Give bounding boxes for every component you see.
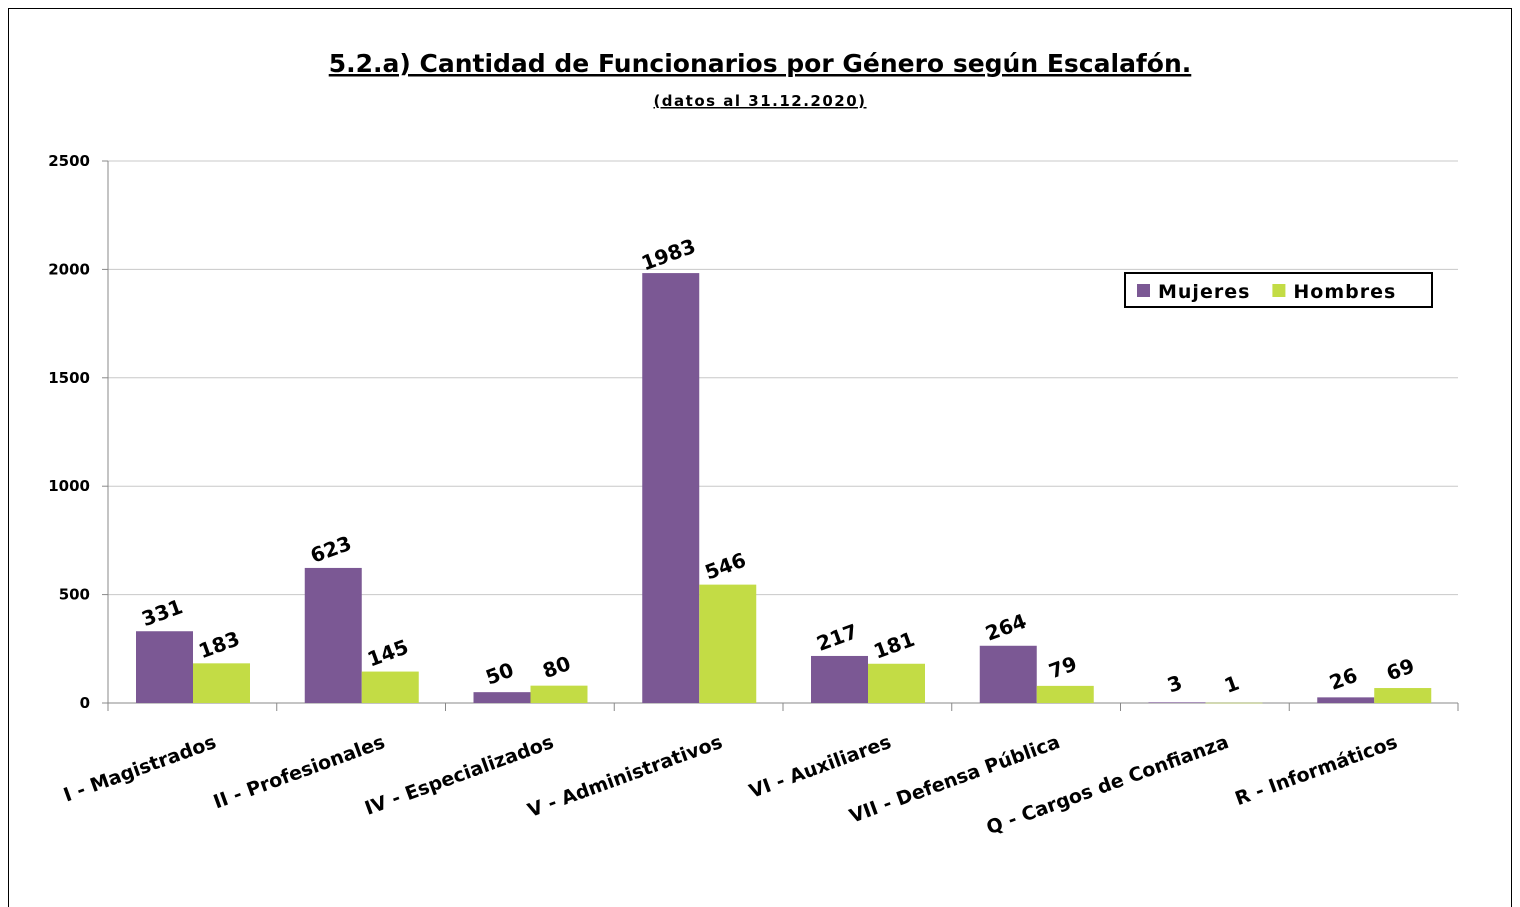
legend-label: Mujeres <box>1158 281 1250 303</box>
bar <box>530 685 588 703</box>
bar <box>1148 702 1206 703</box>
chart-frame <box>8 8 1512 907</box>
data-label: 80 <box>539 651 573 683</box>
data-label: 623 <box>307 531 354 568</box>
bar <box>304 567 362 703</box>
y-tick-label: 1000 <box>48 477 90 495</box>
data-label: 50 <box>482 658 516 690</box>
data-label: 26 <box>1326 663 1360 695</box>
bar <box>193 663 250 703</box>
bar <box>361 671 419 703</box>
legend: Mujeres Hombres <box>1124 272 1433 308</box>
chart-title: 5.2.a) Cantidad de Funcionarios por Géne… <box>329 49 1192 78</box>
legend-swatch <box>1272 284 1286 297</box>
bar <box>642 273 700 703</box>
bar <box>473 692 531 703</box>
legend-swatch <box>1137 284 1150 297</box>
y-tick-label: 2000 <box>48 260 90 278</box>
data-label: 79 <box>1046 651 1080 683</box>
x-tick-label: R - Informáticos <box>1232 731 1400 810</box>
data-label: 331 <box>138 594 185 631</box>
x-tick-label: II - Profesionales <box>211 731 388 813</box>
data-label: 69 <box>1383 653 1417 685</box>
bar <box>1205 702 1263 704</box>
x-tick-label: VI - Auxiliares <box>746 731 894 803</box>
bar <box>868 663 925 703</box>
data-label: 145 <box>364 635 411 672</box>
x-tick-label: V - Administrativos <box>525 731 726 822</box>
data-label: 1 <box>1221 671 1242 698</box>
data-label: 264 <box>982 609 1029 646</box>
bar <box>979 645 1037 703</box>
legend-label: Hombres <box>1293 281 1396 303</box>
bar <box>699 584 757 703</box>
data-label: 546 <box>702 548 749 585</box>
bar <box>1317 697 1375 703</box>
chart-subtitle: (datos al 31.12.2020) <box>653 92 866 110</box>
bar <box>136 631 193 703</box>
bar <box>1374 688 1432 703</box>
data-label: 181 <box>870 627 917 664</box>
bar <box>811 655 868 703</box>
y-tick-label: 2500 <box>48 152 90 170</box>
x-tick-label: I - Magistrados <box>61 731 219 807</box>
data-label: 3 <box>1164 670 1185 697</box>
data-label: 183 <box>195 626 242 663</box>
y-tick-label: 500 <box>59 586 90 604</box>
bar <box>1036 685 1094 703</box>
y-tick-label: 1500 <box>48 369 90 387</box>
data-label: 217 <box>813 619 860 656</box>
y-tick-label: 0 <box>80 694 90 712</box>
